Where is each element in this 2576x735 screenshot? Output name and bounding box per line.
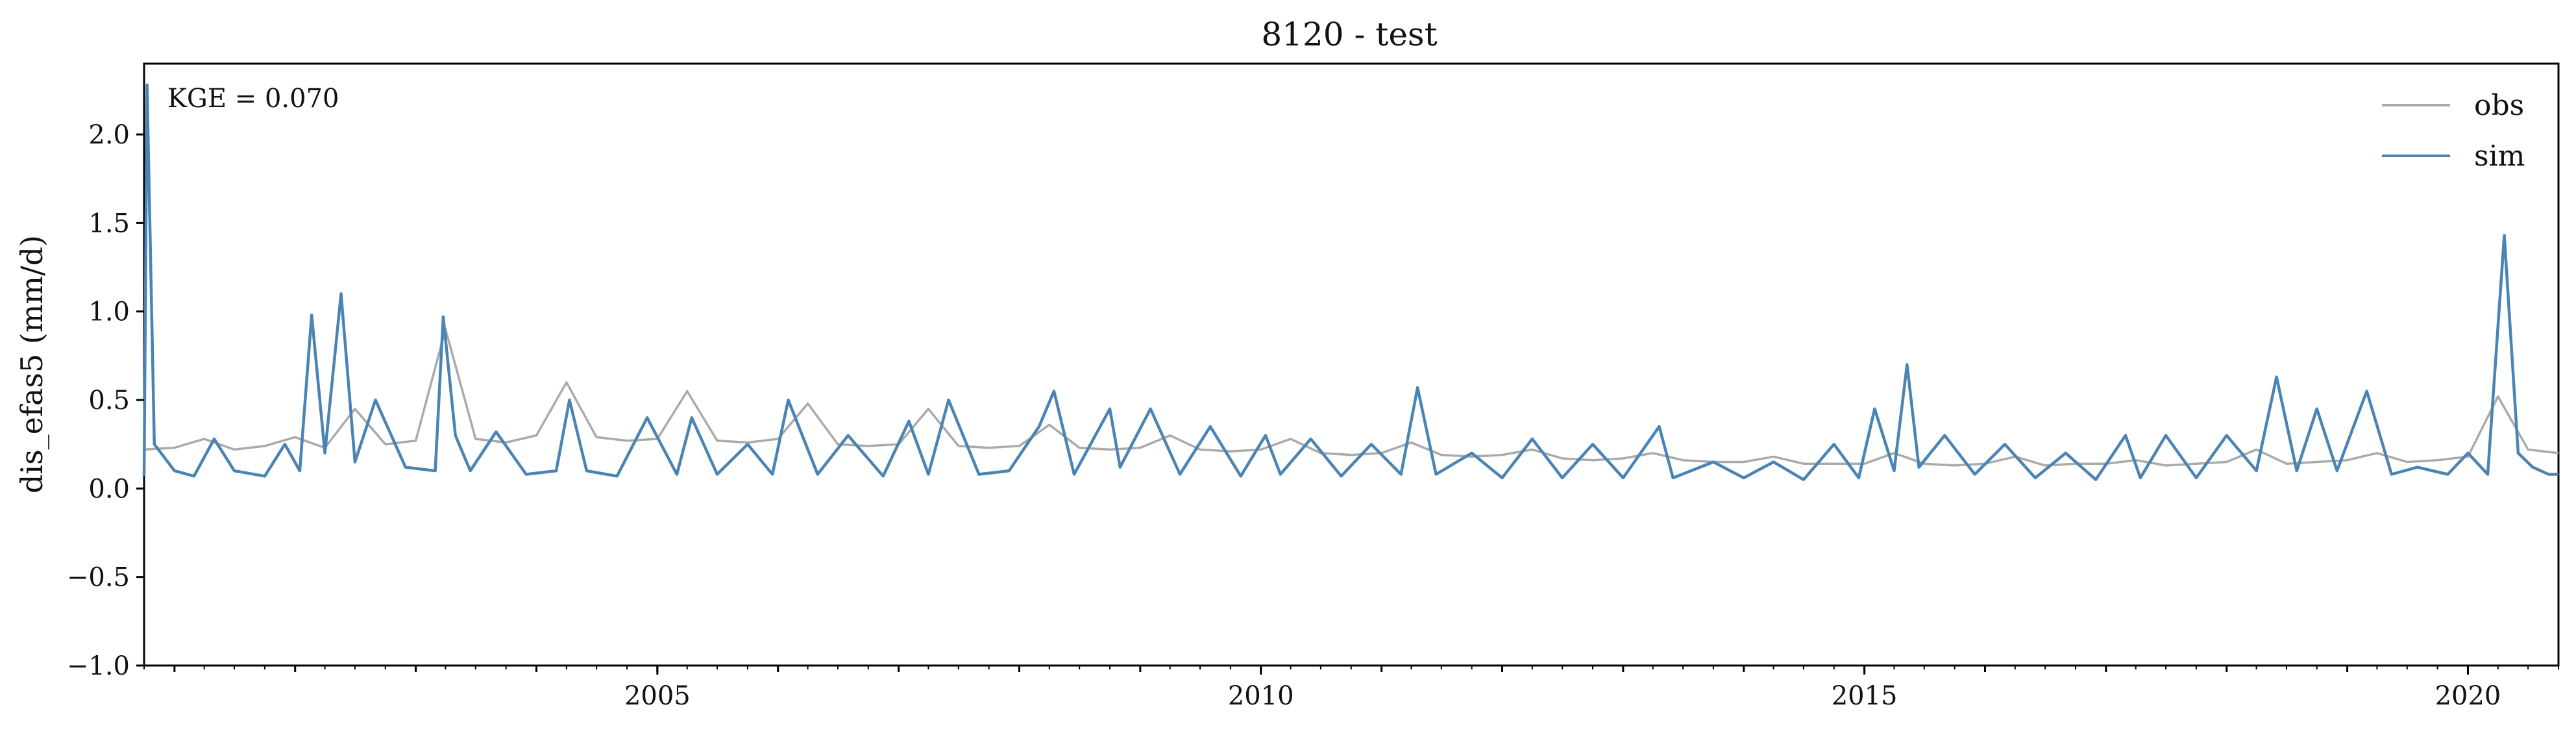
y-tick-label: 2.0 bbox=[88, 120, 130, 150]
x-tick-label: 2015 bbox=[1832, 681, 1898, 711]
kge-annotation: KGE = 0.070 bbox=[167, 84, 339, 114]
x-tick-label: 2020 bbox=[2435, 681, 2501, 711]
x-axis: 2005 2010 2015 2020 bbox=[143, 666, 2559, 711]
y-tick-label: −0.5 bbox=[67, 563, 130, 593]
y-axis-label: dis_efas5 (mm/d) bbox=[14, 235, 49, 493]
x-tick-label: 2010 bbox=[1228, 681, 1294, 711]
y-tick-label: −1.0 bbox=[67, 651, 130, 681]
plot-area bbox=[142, 62, 2560, 667]
y-tick-label: 1.0 bbox=[88, 297, 130, 327]
legend-label-sim: sim bbox=[2474, 140, 2525, 173]
y-tick-label: 0.5 bbox=[88, 386, 130, 416]
legend-label-obs: obs bbox=[2474, 89, 2524, 122]
chart-title: 8120 - test bbox=[1261, 16, 1437, 53]
plot-frame bbox=[143, 62, 2560, 667]
legend: obs sim bbox=[2382, 89, 2525, 173]
x-tick-label: 2005 bbox=[624, 681, 691, 711]
y-axis: −1.0 −0.5 0.0 0.5 1.0 1.5 2.0 bbox=[67, 120, 144, 681]
y-tick-label: 0.0 bbox=[88, 474, 130, 504]
series-layer bbox=[142, 83, 2559, 481]
series-line-obs bbox=[143, 328, 2559, 467]
series-line-sim bbox=[142, 83, 2558, 481]
y-tick-label: 1.5 bbox=[88, 208, 130, 238]
